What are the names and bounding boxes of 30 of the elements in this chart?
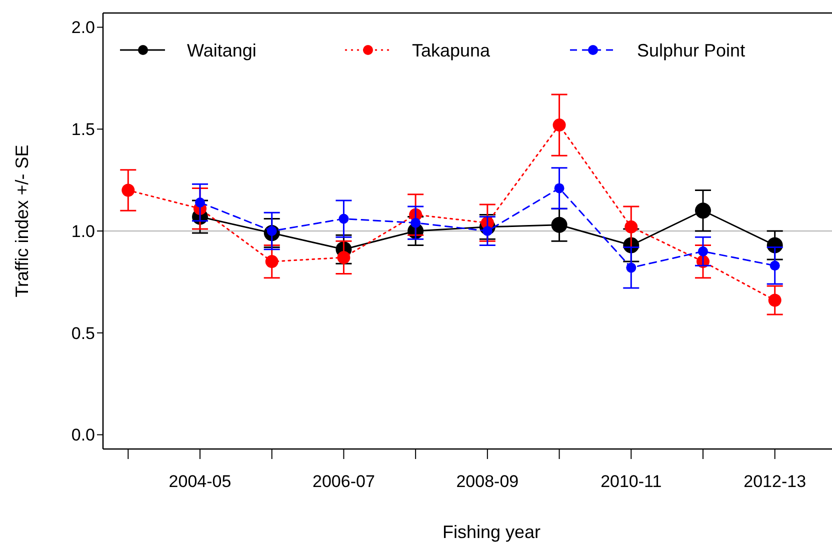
point — [768, 294, 782, 307]
point — [195, 197, 206, 208]
point — [122, 184, 135, 197]
point — [265, 255, 278, 268]
x-tick-label: 2006-07 — [312, 472, 375, 491]
point — [551, 216, 568, 233]
y-tick-label: 1.5 — [71, 120, 95, 140]
point — [410, 218, 421, 228]
point — [554, 183, 564, 194]
y-tick-label: 2.0 — [71, 18, 95, 38]
legend-label: Waitangi — [187, 40, 256, 60]
y-tick-label: 0.0 — [71, 426, 95, 445]
point — [337, 250, 350, 264]
x-tick-label: 2010-11 — [600, 472, 662, 491]
point — [552, 118, 566, 132]
point — [698, 246, 708, 256]
point — [338, 214, 349, 224]
y-tick-label: 1.0 — [71, 222, 95, 241]
legend-label: Takapuna — [412, 40, 492, 60]
point — [770, 260, 780, 271]
x-tick-label: 2008-09 — [456, 472, 519, 491]
point — [694, 202, 711, 219]
point — [626, 262, 636, 273]
point — [624, 220, 638, 234]
x-axis-title: Fishing year — [442, 522, 541, 542]
legend-label: Sulphur Point — [637, 40, 746, 60]
y-tick-label: 0.5 — [71, 324, 95, 343]
x-tick-label: 2012-13 — [744, 472, 806, 491]
x-tick-label: 2004-05 — [168, 472, 232, 491]
y-axis-title: Traffic index +/- SE — [12, 144, 32, 298]
